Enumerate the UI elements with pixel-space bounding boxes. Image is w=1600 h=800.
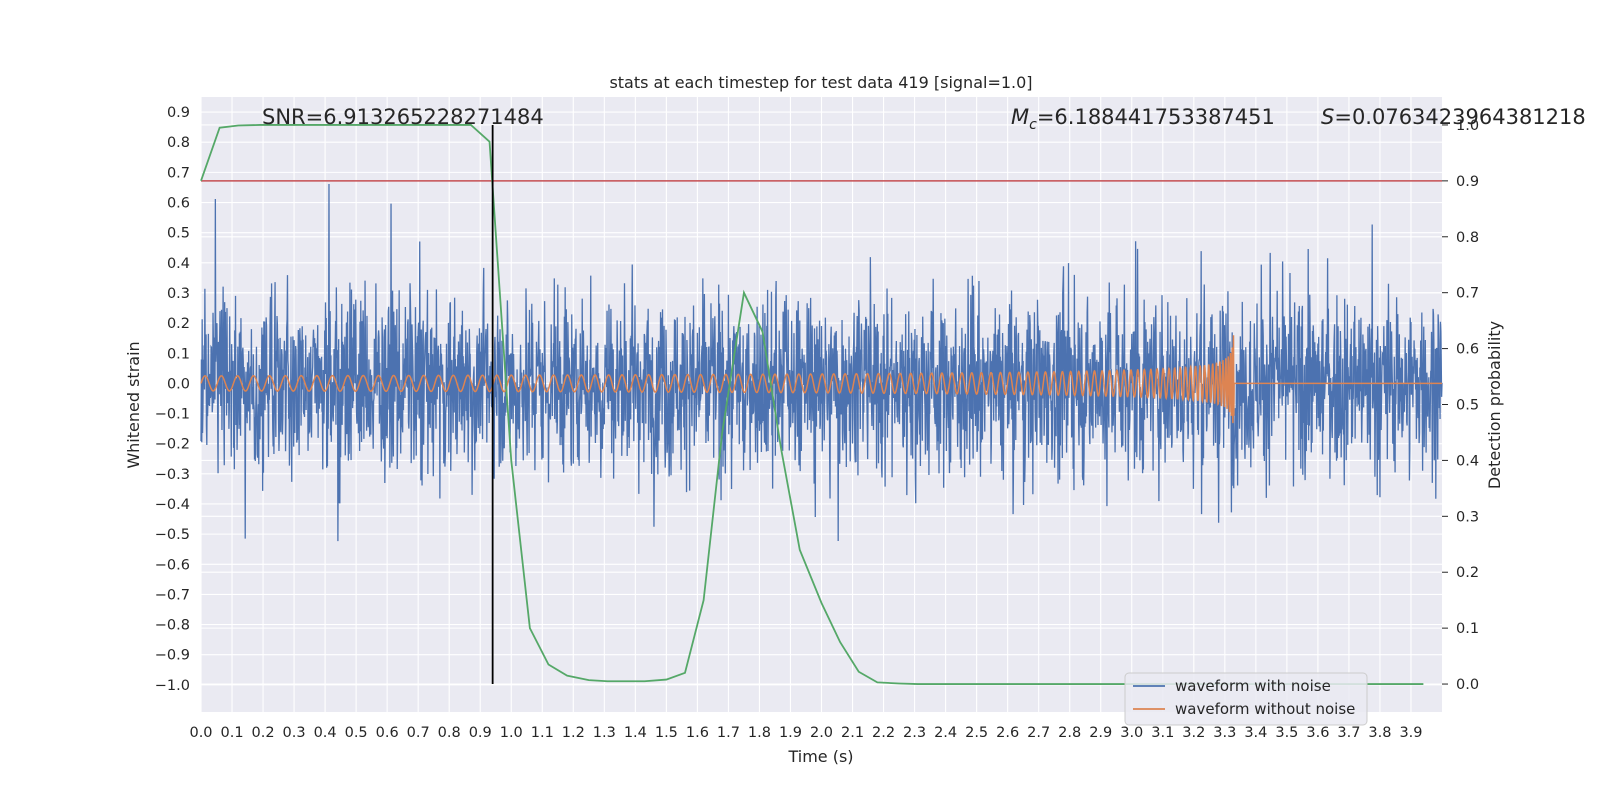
x-tick-label: 3.5 — [1275, 725, 1298, 741]
y-tick-label: −0.9 — [155, 648, 190, 664]
x-tick-label: 2.0 — [810, 725, 833, 741]
legend-label-noise: waveform with noise — [1175, 677, 1331, 695]
y2-tick-label: 0.0 — [1456, 677, 1479, 693]
x-tick-label: 3.6 — [1306, 725, 1329, 741]
y-tick-label: 0.8 — [167, 135, 190, 151]
y-axis-ticks: 0.9 0.8 0.7 0.6 0.5 0.4 0.3 0.2 0.1 0.0 −0.1 −0.2 −0… — [155, 105, 190, 694]
x-tick-label: 1.8 — [748, 725, 771, 741]
x-tick-label: 0.9 — [469, 725, 492, 741]
legend-box — [1124, 672, 1368, 726]
x-tick-label: 2.4 — [934, 725, 957, 741]
y-tick-label: 0.4 — [167, 256, 190, 272]
x-tick-label: 3.3 — [1213, 725, 1236, 741]
x-tick-label: 3.4 — [1244, 725, 1267, 741]
x-tick-label: 1.2 — [562, 725, 585, 741]
s-value: =0.0763423964381218 — [1334, 105, 1585, 129]
y2-tick-label: 0.4 — [1456, 453, 1479, 469]
x-tick-label: 0.6 — [376, 725, 399, 741]
chirp-mass-value: =6.188441753387451 — [1037, 105, 1275, 129]
chirp-mass-annotation: Mc=6.188441753387451 — [1011, 105, 1275, 133]
y-axis-label: Whitened strain — [124, 341, 143, 468]
chart-title: stats at each timestep for test data 419… — [609, 73, 1032, 92]
y-tick-label: −0.8 — [155, 618, 190, 634]
y2-tick-label: 0.2 — [1456, 565, 1479, 581]
x-tick-label: 1.7 — [717, 725, 740, 741]
x-tick-label: 3.9 — [1399, 725, 1422, 741]
series-layer — [200, 124, 1443, 685]
legend: waveform with noise waveform without noi… — [1124, 672, 1368, 726]
x-tick-label: 0.2 — [252, 725, 275, 741]
chirp-mass-symbol: M — [1011, 105, 1029, 129]
x-tick-label: 2.3 — [903, 725, 926, 741]
y-tick-label: 0.6 — [167, 196, 190, 212]
x-tick-label: 2.1 — [841, 725, 864, 741]
y-tick-label: −0.3 — [155, 467, 190, 483]
y2-tick-label: 0.7 — [1456, 286, 1479, 302]
y-tick-label: −0.6 — [155, 557, 190, 573]
y-tick-label: −0.4 — [155, 497, 190, 513]
y-tick-label: −0.5 — [155, 527, 190, 543]
x-tick-label: 3.0 — [1120, 725, 1143, 741]
x-tick-label: 1.5 — [655, 725, 678, 741]
y-tick-label: −0.1 — [155, 407, 190, 423]
detection-probability-line — [200, 124, 1424, 685]
x-tick-label: 2.8 — [1058, 725, 1081, 741]
y-tick-label: 0.7 — [167, 165, 190, 181]
y2-axis-ticks: 1.0 0.9 0.8 0.7 0.6 0.5 0.4 0.3 0.2 0.1 0.0 — [1442, 118, 1479, 693]
x-tick-label: 3.8 — [1368, 725, 1391, 741]
x-tick-label: 0.3 — [283, 725, 306, 741]
y2-axis-label: Detection probability — [1485, 321, 1504, 489]
x-tick-label: 0.5 — [345, 725, 368, 741]
x-tick-label: 1.4 — [624, 725, 647, 741]
y-tick-label: 0.5 — [167, 226, 190, 242]
y-tick-label: 0.1 — [167, 346, 190, 362]
x-tick-label: 3.1 — [1151, 725, 1174, 741]
y2-tick-label: 0.6 — [1456, 342, 1479, 358]
x-tick-label: 2.6 — [996, 725, 1019, 741]
snr-annotation: SNR=6.913265228271484 — [262, 105, 544, 129]
x-tick-label: 1.3 — [593, 725, 616, 741]
x-tick-label: 0.7 — [407, 725, 430, 741]
x-tick-label: 1.6 — [686, 725, 709, 741]
x-axis-label: Time (s) — [787, 747, 853, 766]
y-tick-label: 0.2 — [167, 316, 190, 332]
y-tick-label: 0.9 — [167, 105, 190, 121]
x-tick-label: 0.4 — [314, 725, 337, 741]
x-tick-label: 2.5 — [965, 725, 988, 741]
x-axis-ticks: 0.0 0.1 0.2 0.3 0.4 0.5 0.6 0.7 0.8 0.9 1.0 1.1 1.2 1… — [189, 725, 1422, 741]
legend-label-clean: waveform without noise — [1175, 700, 1355, 718]
x-tick-label: 0.1 — [220, 725, 243, 741]
x-tick-label: 0.8 — [438, 725, 461, 741]
y-tick-label: −1.0 — [155, 678, 190, 694]
y2-tick-label: 1.0 — [1456, 118, 1479, 134]
x-tick-label: 0.0 — [189, 725, 212, 741]
y2-tick-label: 0.8 — [1456, 230, 1479, 246]
y2-tick-label: 0.3 — [1456, 509, 1479, 525]
s-symbol: S — [1321, 105, 1334, 129]
waveform-without-noise-line — [200, 335, 1442, 424]
waveform-with-noise-line — [200, 184, 1443, 542]
x-tick-label: 3.2 — [1182, 725, 1205, 741]
x-tick-label: 1.0 — [500, 725, 523, 741]
x-tick-label: 1.9 — [779, 725, 802, 741]
y-tick-label: −0.2 — [155, 437, 190, 453]
y2-tick-label: 0.9 — [1456, 174, 1479, 190]
y2-tick-label: 0.5 — [1456, 398, 1479, 414]
x-tick-label: 2.2 — [872, 725, 895, 741]
x-tick-label: 2.9 — [1089, 725, 1112, 741]
y-tick-label: −0.7 — [155, 587, 190, 603]
x-tick-label: 3.7 — [1337, 725, 1360, 741]
y-tick-label: 0.0 — [167, 376, 190, 392]
x-tick-label: 2.7 — [1027, 725, 1050, 741]
y2-tick-label: 0.1 — [1456, 621, 1479, 637]
chirp-mass-subscript: c — [1029, 117, 1037, 133]
s-annotation: S=0.0763423964381218 — [1321, 105, 1586, 129]
x-tick-label: 1.1 — [531, 725, 554, 741]
y-tick-label: 0.3 — [167, 286, 190, 302]
